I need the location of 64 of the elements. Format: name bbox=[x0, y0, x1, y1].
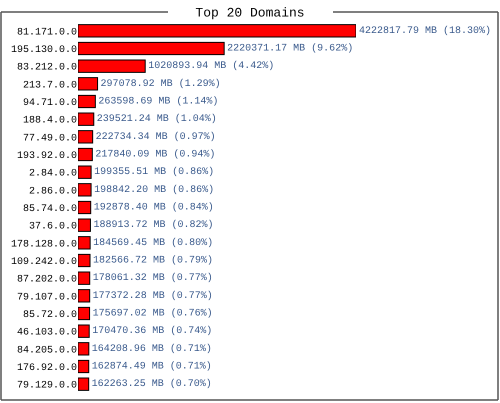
data-label: 222734.34 MB (0.97%) bbox=[96, 130, 216, 143]
data-label: 178061.32 MB (0.77%) bbox=[92, 272, 213, 284]
bar bbox=[78, 324, 90, 338]
y-tick-label: 213.7.0.0 bbox=[22, 80, 77, 92]
bar bbox=[78, 254, 91, 268]
bar bbox=[78, 342, 90, 356]
data-label: 164208.96 MB (0.71%) bbox=[92, 342, 212, 355]
bar bbox=[78, 94, 96, 108]
data-label: 182566.72 MB (0.79%) bbox=[93, 254, 214, 266]
y-tick-label: 79.107.0.0 bbox=[16, 292, 77, 304]
data-label: 192878.40 MB (0.84%) bbox=[94, 202, 214, 214]
y-tick-label: 2.84.0.0 bbox=[28, 168, 77, 180]
data-label: 198842.20 MB (0.86%) bbox=[94, 184, 214, 196]
y-tick-label: 83.212.0.0 bbox=[16, 62, 77, 74]
y-tick-label: 188.4.0.0 bbox=[22, 116, 77, 127]
bar bbox=[78, 289, 90, 303]
y-tick-label: 87.202.0.0 bbox=[16, 274, 77, 286]
data-label: 170470.36 MB (0.74%) bbox=[92, 325, 212, 338]
data-label: 239521.24 MB (1.04%) bbox=[96, 113, 217, 126]
data-label: 175697.02 MB (0.76%) bbox=[92, 308, 213, 320]
data-label: 188913.72 MB (0.82%) bbox=[93, 219, 214, 232]
y-tick-label: 37.6.0.0 bbox=[28, 222, 77, 233]
y-tick-label: 46.103.0.0 bbox=[16, 328, 77, 339]
data-label: 263598.69 MB (1.14%) bbox=[98, 96, 218, 108]
y-tick-label: 81.171.0.0 bbox=[16, 27, 77, 38]
y-tick-label: 94.71.0.0 bbox=[22, 98, 77, 109]
bar bbox=[78, 24, 356, 38]
bar bbox=[78, 377, 90, 391]
bar bbox=[78, 200, 92, 214]
chart-title: Top 20 Domains bbox=[195, 6, 305, 21]
y-tick-label: 193.92.0.0 bbox=[16, 151, 77, 162]
bar bbox=[78, 77, 98, 91]
y-tick-label: 178.128.0.0 bbox=[10, 239, 77, 250]
bar bbox=[78, 236, 91, 250]
y-tick-label: 2.86.0.0 bbox=[28, 186, 77, 198]
bar bbox=[78, 59, 146, 73]
bar bbox=[78, 218, 91, 232]
bar bbox=[78, 42, 225, 56]
data-label: 1020893.94 MB (4.42%) bbox=[148, 60, 274, 72]
bar bbox=[78, 183, 92, 197]
bar bbox=[78, 130, 94, 144]
data-label: 162263.25 MB (0.70%) bbox=[92, 378, 212, 390]
data-label: 2220371.17 MB (9.62%) bbox=[227, 42, 354, 54]
y-tick-label: 85.74.0.0 bbox=[22, 204, 77, 215]
y-tick-label: 176.92.0.0 bbox=[16, 363, 77, 374]
y-tick-label: 79.129.0.0 bbox=[16, 380, 77, 392]
bar bbox=[78, 271, 90, 285]
bar bbox=[78, 148, 93, 162]
bar bbox=[78, 306, 90, 320]
y-tick-label: 85.72.0.0 bbox=[22, 310, 77, 321]
bar bbox=[78, 360, 90, 374]
y-tick-label: 195.130.0.0 bbox=[10, 45, 77, 56]
bar bbox=[78, 165, 92, 179]
bar bbox=[78, 112, 94, 126]
y-tick-label: 84.205.0.0 bbox=[16, 345, 77, 356]
y-tick-label: 109.242.0.0 bbox=[10, 257, 77, 268]
data-label: 177372.28 MB (0.77%) bbox=[92, 290, 213, 302]
data-label: 217840.09 MB (0.94%) bbox=[95, 148, 216, 160]
data-label: 184569.45 MB (0.80%) bbox=[93, 236, 214, 249]
data-label: 199355.51 MB (0.86%) bbox=[94, 166, 214, 178]
y-tick-label: 77.49.0.0 bbox=[22, 133, 77, 144]
data-label: 297078.92 MB (1.29%) bbox=[100, 78, 221, 90]
data-label: 162874.49 MB (0.71%) bbox=[92, 360, 212, 372]
data-label: 4222817.79 MB (18.30%) bbox=[359, 24, 492, 37]
